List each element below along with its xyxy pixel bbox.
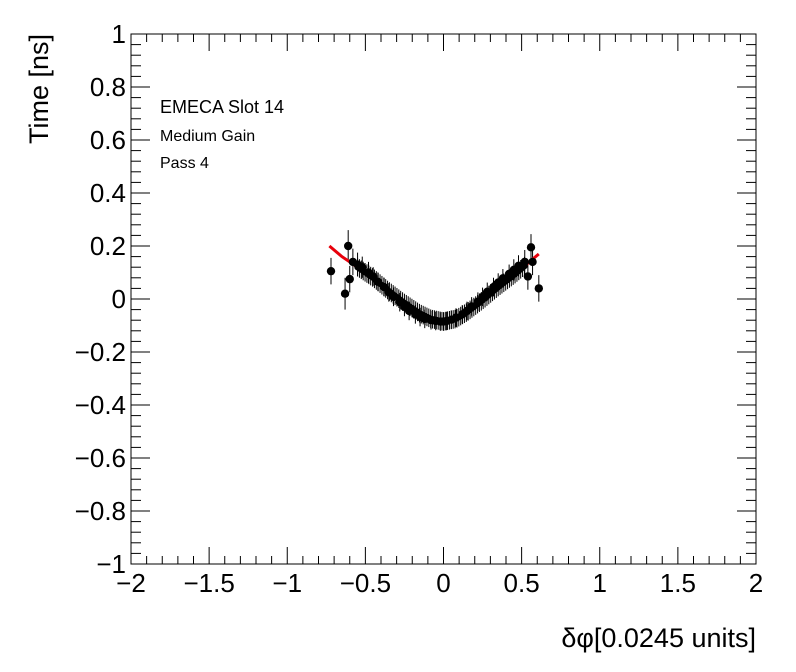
y-tick-label: −0.6 [75, 443, 126, 473]
x-tick-label: 1.5 [660, 568, 696, 598]
axis-ticks [130, 33, 757, 565]
annotation-slot: EMECA Slot 14 [160, 97, 284, 117]
x-axis-title: δφ[0.0245 units] [561, 623, 756, 653]
data-point [326, 266, 336, 276]
x-tick-label: 0 [436, 568, 450, 598]
data-point [340, 289, 350, 298]
data-point [521, 262, 528, 270]
x-tick-labels: −2 −1.5 −1 −0.5 0 0.5 1 1.5 2 [116, 568, 763, 598]
data-point [528, 257, 537, 267]
y-tick-label: −0.4 [75, 390, 126, 420]
x-tick-label: 2 [749, 568, 763, 598]
y-tick-label: −0.8 [75, 496, 126, 526]
x-tick-label: −0.5 [340, 568, 391, 598]
y-tick-label: 0 [112, 284, 126, 314]
y-axis-title: Time [ns] [24, 34, 54, 144]
data-point [534, 284, 544, 293]
annotation-gain: Medium Gain [160, 128, 255, 145]
x-tick-label: −1 [272, 568, 302, 598]
y-tick-label: −0.2 [75, 337, 126, 367]
y-tick-labels: −1 −0.8 −0.6 −0.4 −0.2 0 0.2 0.4 0.6 0.8 1 [75, 19, 126, 579]
annotation-pass: Pass 4 [160, 155, 209, 172]
data-point [343, 241, 353, 251]
y-tick-label: 0.8 [90, 72, 126, 102]
x-tick-label: 1 [593, 568, 607, 598]
y-tick-label: 0.4 [90, 178, 126, 208]
y-tick-label: 0.2 [90, 231, 126, 261]
y-tick-label: −1 [96, 549, 126, 579]
x-tick-label: 0.5 [504, 568, 540, 598]
x-tick-label: −2 [116, 568, 146, 598]
x-tick-label: −1.5 [183, 568, 234, 598]
y-tick-label: 0.6 [90, 125, 126, 155]
data-points [326, 241, 544, 326]
data-point [345, 274, 354, 284]
data-point [523, 272, 533, 281]
data-point [526, 243, 536, 252]
y-tick-label: 1 [112, 19, 126, 49]
